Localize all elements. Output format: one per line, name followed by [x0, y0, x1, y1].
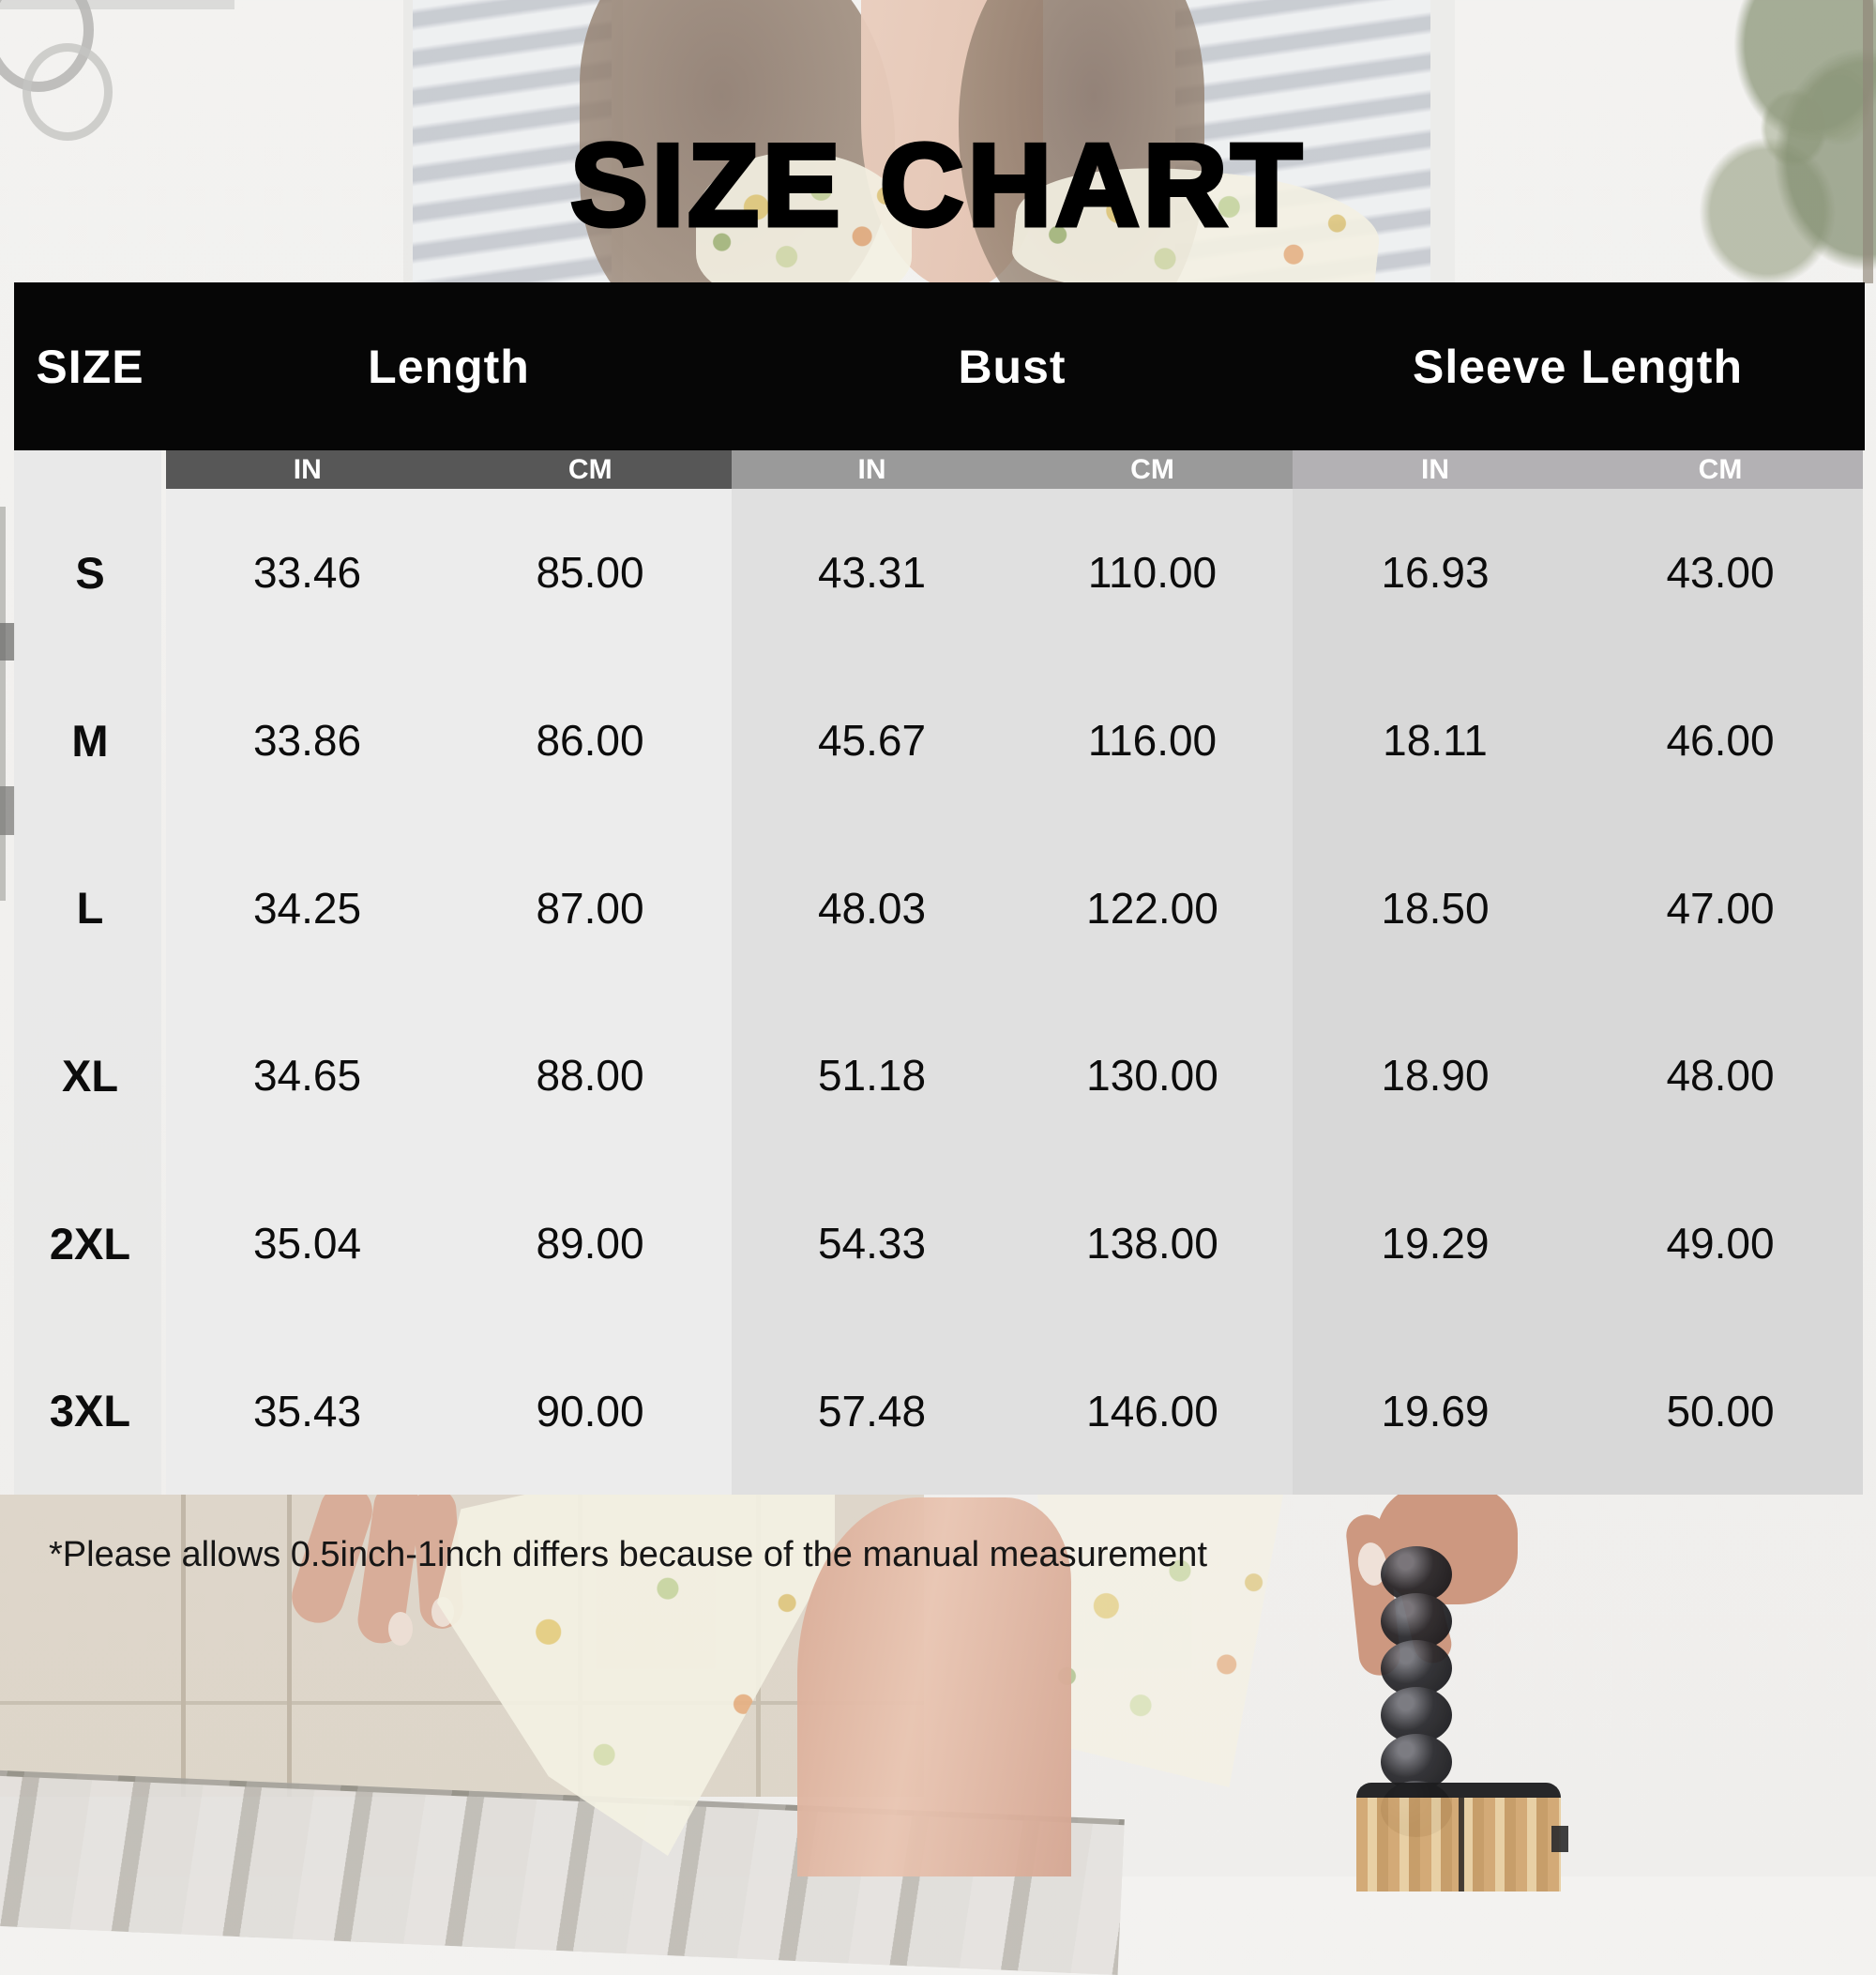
length-in-value: 34.25: [252, 883, 362, 933]
photo-straw-bag: [1356, 1783, 1561, 1891]
bust-in-value: 54.33: [817, 1219, 927, 1269]
band-sleeve: [1293, 489, 1863, 1495]
table-row: M 33.86 86.00 45.67 116.00 18.11 46.00: [14, 657, 1863, 825]
band-bust: [732, 489, 1293, 1495]
sleeve-in-value: 18.50: [1381, 883, 1490, 933]
bust-cm-value: 110.00: [1087, 548, 1218, 598]
header-sleeve-length: Sleeve Length: [1413, 340, 1743, 393]
wall-hook-icon: [23, 43, 113, 141]
photo-model-leg: [797, 1497, 1071, 1876]
length-in-value: 35.43: [252, 1386, 362, 1436]
table-row: L 34.25 87.00 48.03 122.00 18.50 47.00: [14, 824, 1863, 992]
photo-model-left-hand: [284, 1478, 486, 1670]
unit-label-in: IN: [857, 453, 886, 485]
length-in-value: 33.46: [252, 548, 362, 598]
header-size: SIZE: [36, 340, 144, 393]
unit-label-cm: CM: [1130, 453, 1174, 485]
band-length: [166, 489, 732, 1495]
length-cm-value: 89.00: [536, 1219, 644, 1269]
length-cm-value: 86.00: [536, 716, 644, 765]
bust-cm-value: 138.00: [1086, 1219, 1218, 1269]
photo-bag-clasp: [1551, 1826, 1568, 1852]
sleeve-cm-value: 43.00: [1666, 548, 1775, 598]
length-in-value: 35.04: [252, 1219, 362, 1269]
sleeve-cm-value: 50.00: [1666, 1386, 1775, 1436]
bust-in-value: 43.31: [817, 548, 927, 598]
size-column-band: [14, 450, 161, 1495]
length-cm-value: 85.00: [536, 548, 644, 598]
table-row: S 33.46 85.00 43.31 110.00 16.93 43.00: [14, 489, 1863, 657]
size-table-body: S 33.46 85.00 43.31 110.00 16.93 43.00 M…: [14, 489, 1863, 1495]
sleeve-cm-value: 47.00: [1666, 883, 1775, 933]
photo-wall-rail: [0, 0, 234, 9]
photo-tree-trunk: [1863, 0, 1873, 283]
unit-label-in: IN: [293, 453, 322, 485]
length-cm-value: 87.00: [536, 883, 644, 933]
sleeve-cm-value: 49.00: [1666, 1219, 1775, 1269]
header-length: Length: [368, 340, 530, 393]
length-cm-value: 88.00: [536, 1051, 644, 1101]
unit-segment-bust: IN CM: [732, 450, 1293, 489]
unit-segment-length: IN CM: [166, 450, 732, 489]
photo-door-hinge: [0, 623, 15, 661]
sleeve-cm-value: 48.00: [1666, 1051, 1775, 1101]
photo-floral-top-left-shoulder: [696, 152, 912, 297]
bust-in-value: 48.03: [817, 883, 927, 933]
size-label: S: [75, 547, 105, 598]
table-header-bar: SIZE Length Bust Sleeve Length: [14, 282, 1865, 450]
sleeve-in-value: 19.29: [1381, 1219, 1490, 1269]
table-row: 3XL 35.43 90.00 57.48 146.00 19.69 50.00: [14, 1327, 1863, 1495]
photo-bag-seam: [1459, 1798, 1464, 1891]
sleeve-cm-value: 46.00: [1666, 716, 1775, 765]
size-label: XL: [61, 1050, 119, 1101]
header-bust: Bust: [958, 340, 1067, 393]
unit-segment-sleeve: IN CM: [1293, 450, 1863, 489]
unit-label-cm: CM: [1698, 453, 1743, 485]
bust-cm-value: 130.00: [1086, 1051, 1218, 1101]
sleeve-in-value: 16.93: [1381, 548, 1490, 598]
length-in-value: 33.86: [252, 716, 362, 765]
bust-in-value: 45.67: [817, 716, 927, 765]
unit-label-in: IN: [1421, 453, 1449, 485]
photo-nail: [388, 1612, 413, 1646]
photo-trees: [1621, 0, 1876, 298]
bust-cm-value: 116.00: [1087, 716, 1218, 765]
measurement-note: *Please allows 0.5inch-1inch differs bec…: [49, 1535, 1207, 1574]
bust-in-value: 57.48: [817, 1386, 927, 1436]
unit-header-row: IN CM IN CM IN CM: [166, 450, 1863, 489]
size-label: 2XL: [49, 1218, 131, 1269]
bust-in-value: 51.18: [817, 1051, 927, 1101]
length-in-value: 34.65: [252, 1051, 362, 1101]
size-label: M: [71, 715, 109, 766]
sleeve-in-value: 18.90: [1381, 1051, 1490, 1101]
size-label: 3XL: [49, 1386, 131, 1436]
table-row: XL 34.65 88.00 51.18 130.00 18.90 48.00: [14, 992, 1863, 1160]
size-label: L: [76, 883, 104, 934]
photo-door-frame: [0, 507, 6, 901]
length-cm-value: 90.00: [536, 1386, 644, 1436]
photo-door-hinge: [0, 786, 15, 835]
bust-cm-value: 146.00: [1086, 1386, 1218, 1436]
unit-label-cm: CM: [567, 453, 613, 485]
sleeve-in-value: 19.69: [1381, 1386, 1490, 1436]
sleeve-in-value: 18.11: [1383, 716, 1488, 765]
bust-cm-value: 122.00: [1086, 883, 1218, 933]
table-row: 2XL 35.04 89.00 54.33 138.00 19.29 49.00: [14, 1160, 1863, 1328]
page-title: SIZE CHART: [568, 121, 1306, 251]
column-bands: [166, 489, 1863, 1495]
